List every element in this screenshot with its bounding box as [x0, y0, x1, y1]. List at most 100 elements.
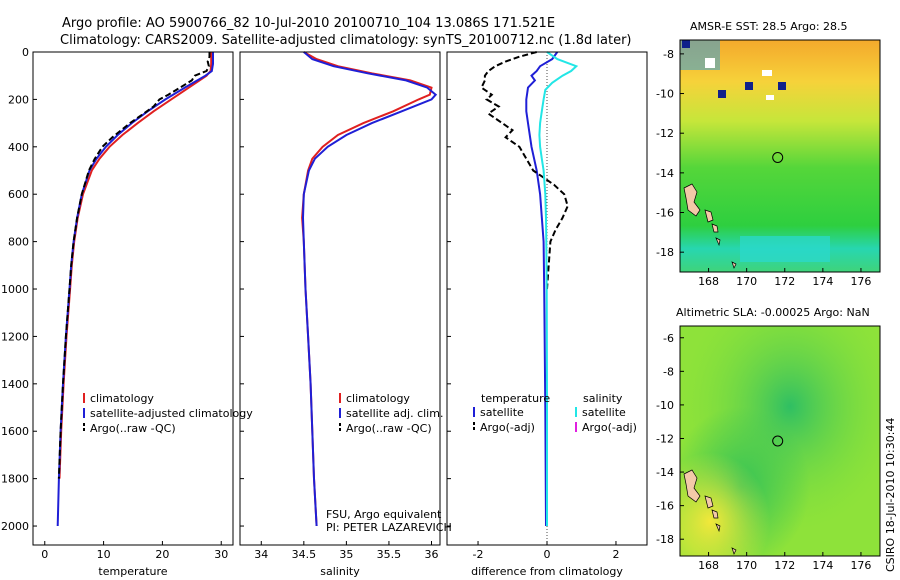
x-tick-label: 35.5 [377, 548, 402, 561]
header-line2: Climatology: CARS2009. Satellite-adjuste… [60, 33, 632, 48]
island-coastline [683, 183, 737, 269]
map-y-tick-label: -16 [656, 207, 674, 220]
legend-label: Argo(..raw -QC) [346, 422, 432, 435]
x-tick-label: 20 [155, 548, 169, 561]
sla-map: Altimetric SLA: -0.00025 Argo: NaN 168 17… [656, 306, 881, 572]
y-tick-label: 800 [8, 236, 29, 249]
sst-field [680, 40, 880, 272]
map-x-tick-label: 168 [698, 275, 719, 288]
panel-1: 0 10 20 30 temperature 0 200 400 600 800 1000 1200 1… [1, 46, 253, 578]
legend-label: satellite [582, 406, 626, 419]
legend-heading-temperature: temperature [481, 392, 550, 405]
series-satellite-adj-clim- [301, 51, 438, 527]
map-y-tick-label: -14 [656, 167, 674, 180]
x-tick-label: 0 [41, 548, 48, 561]
x-tick-label: 0 [544, 548, 551, 561]
map-y-tick-label: -6 [663, 332, 674, 345]
y-tick-label: 400 [8, 141, 29, 154]
argo-position-marker [772, 435, 784, 447]
map-y-tick-label: -8 [663, 48, 674, 61]
sla-map-title: Altimetric SLA: -0.00025 Argo: NaN [676, 306, 870, 319]
plot-frame [239, 51, 441, 546]
legend-heading-salinity: salinity [583, 392, 623, 405]
plot-frame [32, 51, 234, 546]
profile-panels: 0 10 20 30temperature0200400600800100012001… [1, 46, 648, 578]
y-tick-label: 600 [8, 188, 29, 201]
map-x-tick-label: 172 [774, 559, 795, 572]
series-climatology [301, 51, 433, 527]
argo-position-marker [772, 152, 784, 163]
map-y-tick-label: -18 [656, 246, 674, 259]
map-y-tick-label: -8 [663, 365, 674, 378]
x-tick-label: 10 [97, 548, 111, 561]
panel-2: 34 34.5 35 35.5 36 salinity climatology satelli… [239, 51, 443, 578]
y-tick-label: 0 [22, 46, 29, 59]
y-tick-label: 1600 [1, 425, 29, 438]
map-y-tick-label: -10 [656, 399, 674, 412]
map-x-tick-label: 174 [812, 559, 833, 572]
x-axis-label: salinity [320, 565, 360, 578]
sst-map-title: AMSR-E SST: 28.5 Argo: 28.5 [690, 20, 848, 33]
map-x-tick-label: 172 [774, 275, 795, 288]
sst-land-mask [718, 90, 726, 98]
series-argo-raw-qc- [57, 52, 211, 479]
x-tick-label: -2 [473, 548, 484, 561]
map-x-tick-label: 170 [736, 275, 757, 288]
y-tick-label: 1400 [1, 378, 29, 391]
credit-label: CSIRO 18-Jul-2010 10:30:44 [884, 418, 897, 572]
map-x-tick-label: 170 [736, 559, 757, 572]
legend-label: climatology [346, 392, 410, 405]
map-y-tick-label: -18 [656, 533, 674, 546]
x-axis-label: temperature [98, 565, 167, 578]
legend-label: climatology [90, 392, 154, 405]
sst-missing-cell [762, 70, 772, 76]
series-satellite-adjusted-climatology [56, 52, 214, 527]
sst-land-mask [778, 82, 786, 90]
pi-annotation: PI: PETER LAZAREVICH [326, 521, 452, 534]
map-y-tick-label: -12 [656, 127, 674, 140]
sst-land-mask [745, 82, 753, 90]
legend-label: Argo(-adj) [582, 421, 637, 434]
map-x-tick-label: 168 [698, 559, 719, 572]
panel-3: -2 0 2 difference from climatology temperatu… [446, 51, 648, 578]
legend-label: Argo(-adj) [480, 421, 535, 434]
x-tick-label: 35 [339, 548, 353, 561]
map-x-tick-label: 176 [850, 275, 871, 288]
y-tick-label: 2000 [1, 520, 29, 533]
legend-label: satellite adj. clim. [346, 407, 443, 420]
sst-map-axes: 168 170 172 174 176 -8 -10 -12 -14 -16 -18 [656, 48, 871, 288]
header-line1: Argo profile: AO 5900766_82 10-Jul-2010 … [62, 16, 555, 31]
sst-cool-patch [740, 236, 830, 262]
x-tick-label: 36 [424, 548, 438, 561]
sst-missing-cell [766, 95, 774, 100]
sla-map-axes: 168 170 172 174 176 -6 -8 -10 -12 -14 -16 -18 [656, 332, 871, 572]
sst-map: AMSR-E SST: 28.5 Argo: 28.5 168 170 172 174… [656, 20, 881, 288]
map-y-tick-label: -14 [656, 466, 674, 479]
sla-map-frame [679, 325, 881, 557]
y-tick-label: 200 [8, 93, 29, 106]
legend-label: satellite-adjusted climatology [90, 407, 253, 420]
legend-label: Argo(..raw -QC) [90, 422, 176, 435]
map-y-tick-label: -10 [656, 88, 674, 101]
y-tick-label: 1000 [1, 283, 29, 296]
x-tick-label: 34.5 [292, 548, 317, 561]
map-y-tick-label: -12 [656, 432, 674, 445]
y-tick-label: 1800 [1, 473, 29, 486]
map-y-tick-label: -16 [656, 500, 674, 513]
sst-land-mask [682, 40, 690, 48]
x-tick-label: 34 [254, 548, 268, 561]
x-tick-label: 30 [214, 548, 228, 561]
sla-high-anomaly [680, 326, 880, 556]
sst-missing-cell [705, 58, 715, 68]
series-salinity-satellite [538, 51, 579, 526]
x-axis-label: difference from climatology [471, 565, 623, 578]
x-tick-label: 2 [612, 548, 619, 561]
y-tick-label: 1200 [1, 330, 29, 343]
map-x-tick-label: 176 [850, 559, 871, 572]
map-x-tick-label: 174 [812, 275, 833, 288]
island-coastline [683, 469, 737, 555]
legend-label: satellite [480, 406, 524, 419]
series-temperature-argo-adj- [480, 51, 569, 290]
sst-map-frame [679, 39, 881, 273]
